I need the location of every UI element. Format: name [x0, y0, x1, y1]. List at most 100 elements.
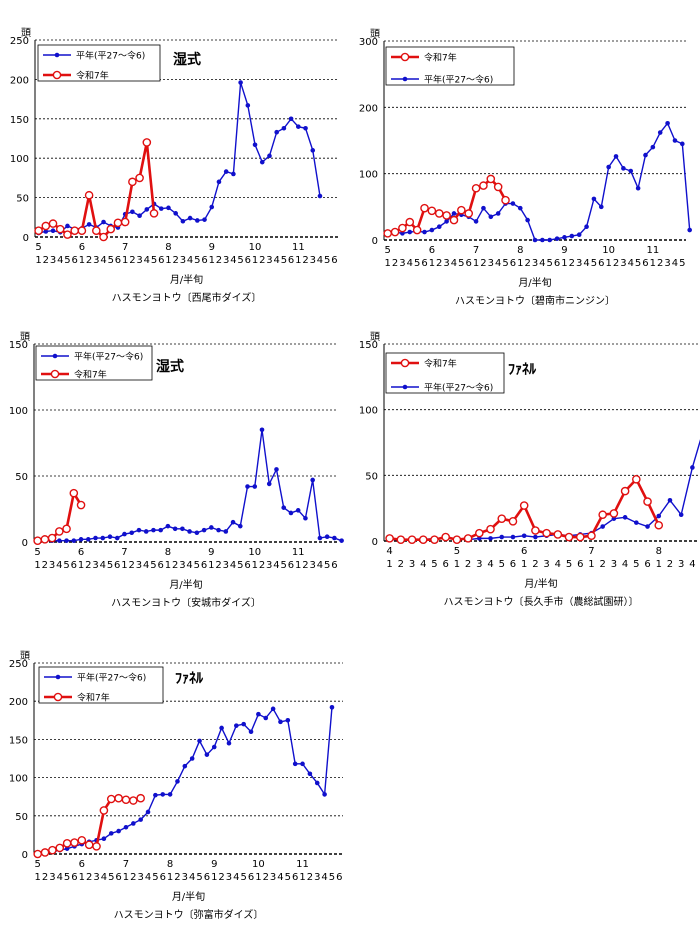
- data-point-heinen: [245, 103, 251, 108]
- x-subperiod-label: 4: [672, 258, 678, 269]
- data-point-heinen: [540, 237, 545, 243]
- data-point-heinen: [628, 168, 634, 174]
- y-tick-label: 100: [359, 406, 378, 417]
- x-subperiod-label: 5: [108, 255, 114, 266]
- data-point-reiwa7: [643, 497, 652, 506]
- data-point-reiwa7: [63, 230, 72, 239]
- x-subperiod-label: 1: [521, 559, 527, 570]
- x-subperiod-label: 1: [656, 559, 662, 570]
- data-point-heinen: [136, 527, 142, 533]
- x-subperiod-label: 2: [667, 559, 673, 570]
- data-point-heinen: [175, 779, 180, 784]
- chart-anjo: 頭 0 50 100 150 5 6 7 8 9 10 11 1 2 3 4 5 6 1 2 3 4 5 6 1 2 3 4 5 6 1 2 3…: [0, 320, 350, 620]
- data-point-heinen: [281, 505, 287, 510]
- x-subperiod-label: 3: [93, 872, 99, 883]
- x-subperiod-label: 3: [309, 560, 315, 571]
- x-subperiod-label: 2: [392, 258, 398, 269]
- x-subperiod-label: 3: [92, 560, 98, 571]
- legend-label: 令和7年: [74, 369, 107, 381]
- data-point-heinen: [187, 529, 192, 534]
- x-subperiod-label: 3: [314, 872, 320, 883]
- data-point-heinen: [422, 229, 427, 235]
- x-subperiod-label: 5: [591, 258, 597, 269]
- x-subperiod-label: 3: [50, 255, 56, 266]
- data-point-heinen: [332, 535, 337, 541]
- data-point-reiwa7: [70, 838, 79, 847]
- data-point-heinen: [678, 512, 684, 518]
- data-point-heinen: [93, 535, 98, 541]
- data-point-heinen: [71, 538, 77, 543]
- x-subperiod-label: 5: [194, 255, 200, 266]
- x-subperiod-label: 4: [317, 560, 323, 571]
- data-point-heinen: [665, 120, 670, 126]
- data-point-heinen: [295, 508, 301, 513]
- x-month-label: 5: [34, 859, 40, 870]
- x-subperiod-label: 5: [240, 872, 246, 883]
- data-point-heinen: [101, 836, 107, 842]
- data-point-heinen: [263, 715, 269, 721]
- x-subperiod-label: 5: [324, 255, 330, 266]
- data-point-heinen: [151, 527, 156, 533]
- data-point-heinen: [245, 484, 250, 489]
- data-point-heinen: [182, 763, 188, 769]
- x-subperiod-label: 6: [115, 872, 121, 883]
- x-subperiod-label: 1: [122, 255, 128, 266]
- x-subperiod-label: 3: [226, 872, 232, 883]
- x-subperiod-label: 3: [266, 255, 272, 266]
- data-point-heinen: [194, 530, 200, 536]
- data-point-heinen: [180, 526, 185, 532]
- data-point-reiwa7: [430, 535, 439, 544]
- x-subperiod-label: 1: [209, 255, 215, 266]
- x-subperiod-label: 4: [233, 872, 239, 883]
- x-subperiod-label: 3: [310, 255, 316, 266]
- legend-swatch-marker: [54, 52, 60, 58]
- legend-label: 令和7年: [424, 52, 457, 64]
- trap-type-label: 湿式: [156, 358, 184, 375]
- data-point-heinen: [101, 219, 106, 225]
- x-subperiod-label: 4: [230, 255, 236, 266]
- x-subperiod-label: 6: [644, 559, 650, 570]
- x-subperiod-label: 3: [620, 258, 626, 269]
- legend-swatch-marker: [50, 369, 60, 379]
- x-subperiod-label: 5: [281, 255, 287, 266]
- data-point-heinen: [672, 138, 678, 143]
- data-point-heinen: [499, 534, 505, 540]
- x-subperiod-label: 5: [502, 258, 508, 269]
- data-point-heinen: [85, 537, 91, 542]
- data-point-reiwa7: [575, 532, 585, 542]
- data-point-heinen: [270, 706, 276, 712]
- chart-caption: ハスモンヨトウ〔西尾市ダイズ〕: [112, 291, 262, 304]
- data-point-reiwa7: [412, 225, 422, 235]
- x-subperiod-label: 6: [292, 872, 298, 883]
- data-point-heinen: [131, 821, 136, 826]
- x-subperiod-label: 3: [270, 872, 276, 883]
- data-point-heinen: [288, 510, 294, 516]
- x-subperiod-label: 1: [429, 258, 435, 269]
- x-subperiod-label: 1: [123, 872, 129, 883]
- data-point-reiwa7: [70, 226, 79, 235]
- data-point-heinen: [43, 229, 49, 234]
- data-point-reiwa7: [99, 232, 108, 242]
- x-subperiod-label: 5: [329, 872, 335, 883]
- y-tick-label: 200: [359, 103, 378, 114]
- x-subperiod-label: 5: [635, 258, 641, 269]
- x-subperiod-label: 3: [678, 559, 684, 570]
- data-point-heinen: [576, 232, 582, 237]
- legend-label: 平年(平27～令6): [424, 74, 493, 86]
- x-month-label: 6: [429, 245, 435, 256]
- data-point-reiwa7: [654, 520, 664, 530]
- x-subperiod-label: 4: [583, 258, 589, 269]
- x-subperiod-label: 2: [259, 255, 265, 266]
- x-month-label: 10: [248, 547, 261, 558]
- x-subperiod-label: 1: [255, 872, 261, 883]
- x-subperiod-label: 6: [510, 258, 516, 269]
- x-subperiod-label: 2: [657, 258, 663, 269]
- data-point-heinen: [165, 523, 171, 529]
- data-point-heinen: [226, 740, 232, 746]
- x-subperiod-label: 6: [598, 258, 604, 269]
- data-point-heinen: [211, 744, 217, 750]
- legend-swatch-marker: [400, 52, 410, 62]
- data-point-reiwa7: [106, 224, 116, 234]
- x-subperiod-label: 3: [136, 560, 142, 571]
- x-subperiod-label: 6: [510, 559, 516, 570]
